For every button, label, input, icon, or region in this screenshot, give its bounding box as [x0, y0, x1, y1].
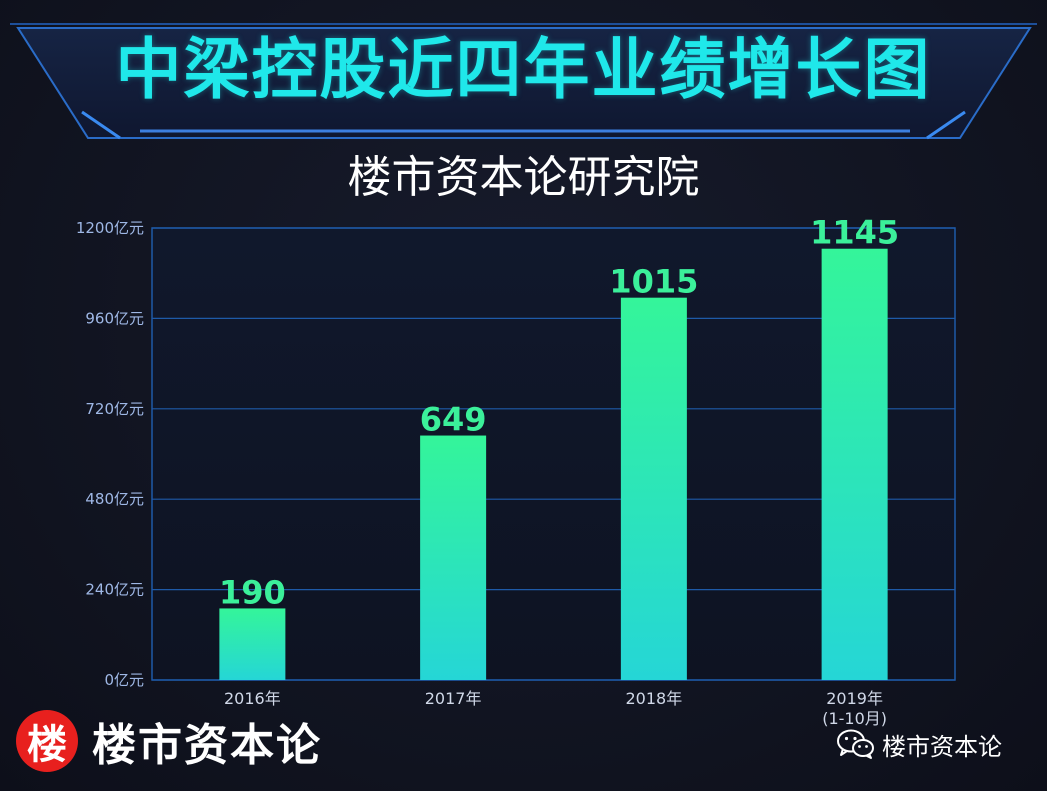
x-axis: 2016年 2017年 2018年 2019年(1-10月) — [224, 689, 887, 728]
bars — [219, 248, 888, 680]
y-tick-label: 240亿元 — [85, 581, 144, 599]
bar — [420, 435, 487, 680]
wechat-account-name: 楼市资本论 — [882, 732, 1002, 761]
plot-area — [151, 227, 956, 681]
x-tick-label: 2019年(1-10月) — [822, 689, 887, 728]
y-axis: 0亿元 240亿元 480亿元 720亿元 960亿元 1200亿元 — [76, 219, 144, 689]
brand-badge: 楼 — [16, 710, 78, 772]
page-title: 中梁控股近四年业绩增长图 — [115, 31, 932, 108]
bar-value-label: 1145 — [810, 214, 899, 252]
title-banner-frame — [10, 23, 1037, 140]
page-subtitle: 楼市资本论研究院 — [347, 152, 700, 203]
y-tick-label: 0亿元 — [104, 671, 144, 689]
bar — [219, 608, 286, 680]
y-tick-label: 480亿元 — [85, 490, 144, 508]
bar — [620, 297, 687, 680]
y-tick-label: 720亿元 — [85, 400, 144, 418]
wechat-icon — [837, 729, 874, 759]
bar-value-label: 190 — [219, 573, 286, 611]
bar-value-label: 1015 — [609, 263, 698, 301]
brand-name: 楼市资本论 — [92, 720, 322, 771]
brand-logo: 楼 楼市资本论 — [16, 706, 322, 776]
bar — [821, 248, 888, 680]
x-tick-label: 2017年 — [425, 689, 482, 708]
x-tick-label: 2016年 — [224, 689, 281, 708]
y-tick-label: 1200亿元 — [76, 219, 144, 237]
wechat-account: 楼市资本论 — [836, 726, 1002, 762]
bar-value-label: 649 — [420, 401, 487, 439]
plot-frame — [151, 227, 956, 681]
grid-lines — [152, 227, 955, 681]
x-tick-label: 2018年 — [626, 689, 683, 708]
y-tick-label: 960亿元 — [85, 309, 144, 327]
data-labels: 190 649 1015 1145 — [219, 214, 899, 612]
